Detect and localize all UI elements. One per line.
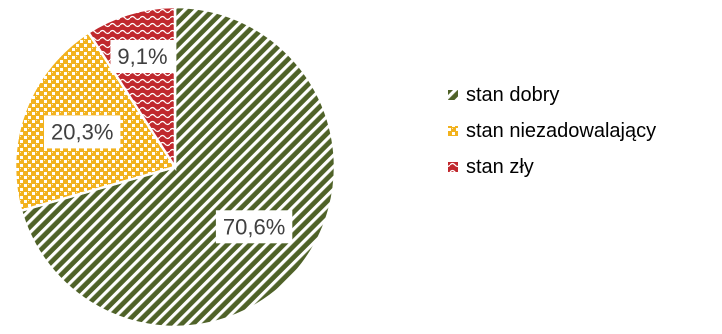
legend-item-stan-zly: stan zły <box>448 156 534 178</box>
legend-swatch <box>448 90 458 100</box>
pie-slice-stan-dobry <box>19 5 337 329</box>
data-label-stan-dobry: 70,6% <box>215 210 293 244</box>
legend-swatch <box>448 126 458 136</box>
svg-text:70,6%: 70,6% <box>223 214 285 239</box>
legend-label: stan niezadowalający <box>466 120 656 142</box>
legend-label: stan dobry <box>466 84 559 106</box>
legend: stan dobry stan niezadowalający stan zły <box>448 84 656 178</box>
legend-swatch <box>448 162 458 172</box>
data-label-stan-niezadowalajacy: 20,3% <box>44 115 121 149</box>
legend-item-stan-niezadowalajacy: stan niezadowalający <box>448 120 656 142</box>
svg-text:20,3%: 20,3% <box>51 119 113 144</box>
legend-item-stan-dobry: stan dobry <box>448 84 559 106</box>
legend-label: stan zły <box>466 156 534 178</box>
svg-text:9,1%: 9,1% <box>117 44 167 69</box>
data-label-stan-zly: 9,1% <box>110 40 175 73</box>
